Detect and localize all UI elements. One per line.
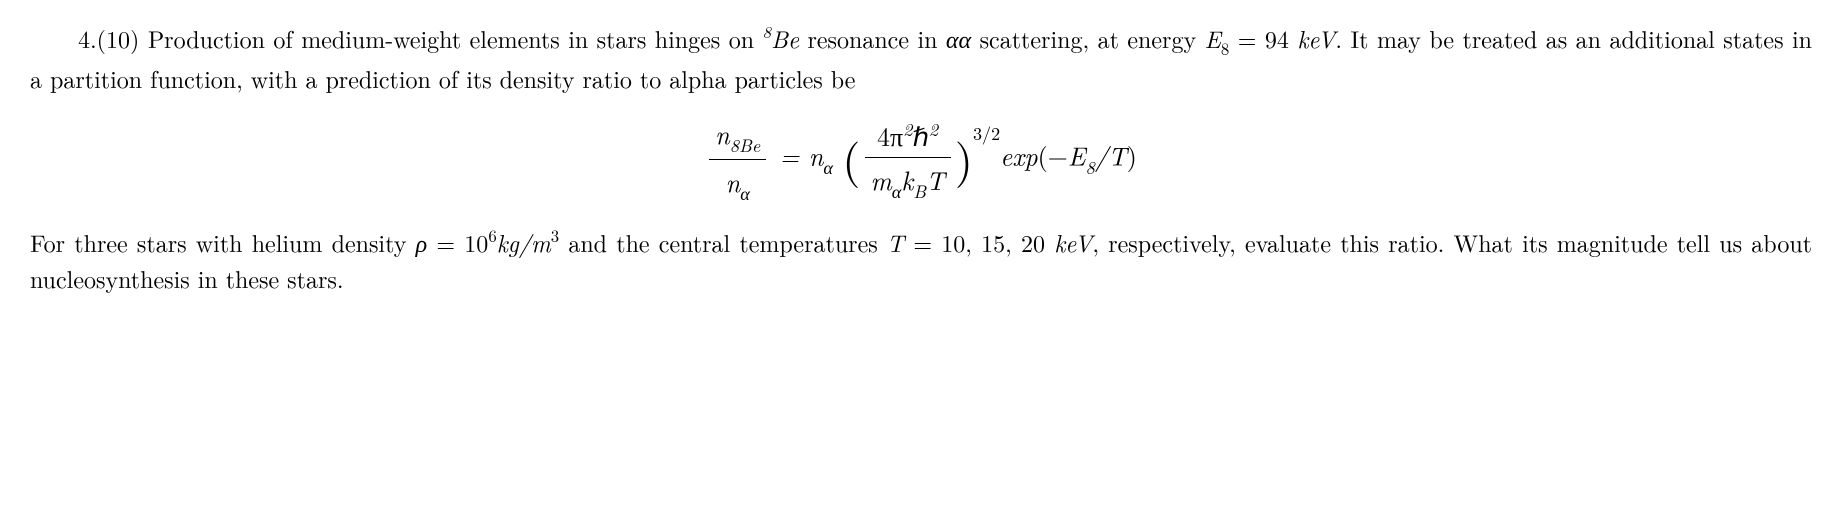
n-sub-alpha: α xyxy=(823,155,833,180)
temperature-symbol: T xyxy=(926,161,945,198)
lhs-fraction: n8Be nα xyxy=(709,114,766,206)
pi-squared: 2 xyxy=(903,117,912,142)
energy-sub: 8 xyxy=(1221,36,1229,60)
problem-intro: 4.(10) Production of medium-weight eleme… xyxy=(30,20,1812,96)
exp-e-symbol: E xyxy=(1068,137,1086,174)
text-segment: Production of medium-weight elements in … xyxy=(148,21,763,55)
exp-close: ) xyxy=(1127,137,1137,174)
temperature-values: = 10, 15, 20 xyxy=(904,225,1054,259)
rho-exponent: 6 xyxy=(488,223,496,247)
k-symbol: k xyxy=(901,161,913,198)
exp-function: exp xyxy=(1000,137,1037,174)
inner-fraction: 4π2ℏ2 mαkBT xyxy=(865,116,951,203)
n-sub-8be: 8Be xyxy=(730,133,760,158)
rho-unit: kg/m xyxy=(497,225,551,259)
power-3-2: 3/2 xyxy=(973,120,1000,146)
energy-unit: keV xyxy=(1297,21,1335,55)
hbar-squared: 2 xyxy=(929,117,938,142)
energy-var: E xyxy=(1205,21,1221,55)
be-superscript: 8 xyxy=(763,19,772,43)
m-symbol: m xyxy=(871,161,892,198)
text-segment: and the central temperatures xyxy=(559,225,887,259)
density-ratio-equation: n8Be nα = nα ( 4π2ℏ2 mαkBT )3/2exp(−E8/T… xyxy=(30,114,1812,206)
temperature-var: T xyxy=(887,225,904,259)
text-segment: scattering, at energy xyxy=(980,21,1205,55)
alpha-alpha: αα xyxy=(946,21,971,55)
n-symbol: n xyxy=(726,163,741,200)
problem-number: 4.(10) xyxy=(78,21,139,55)
hbar: ℏ xyxy=(912,117,928,154)
n-symbol: n xyxy=(715,115,730,152)
m-sub-alpha: α xyxy=(892,179,902,204)
rho-value: = 10 xyxy=(427,225,488,259)
temperature-unit: keV xyxy=(1054,225,1092,259)
rho-unit-exp: 3 xyxy=(551,223,559,247)
exp-over-t: /T xyxy=(1095,137,1127,174)
rho-symbol: ρ xyxy=(416,225,428,259)
exp-e-sub: 8 xyxy=(1086,155,1095,180)
k-sub-b: B xyxy=(913,179,926,204)
text-segment: resonance in xyxy=(799,21,946,55)
energy-value: = 94 xyxy=(1229,21,1297,55)
text-segment: For three stars with helium density xyxy=(30,225,416,259)
n-sub-alpha: α xyxy=(740,181,750,206)
be-symbol: Be xyxy=(771,21,799,55)
n-symbol: n xyxy=(809,137,824,174)
four-pi: 4π xyxy=(877,117,903,154)
exp-open: (− xyxy=(1038,137,1068,174)
equals-sign: = xyxy=(780,137,809,174)
problem-followup: For three stars with helium density ρ = … xyxy=(30,224,1812,296)
